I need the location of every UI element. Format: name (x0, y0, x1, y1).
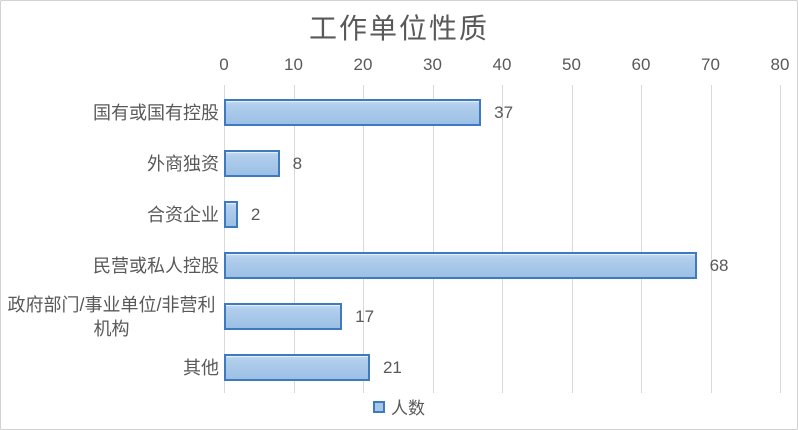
gridline (363, 85, 364, 393)
gridline (293, 85, 295, 393)
chart-title: 工作单位性质 (308, 13, 489, 44)
axis-tick-label: 20 (353, 55, 373, 74)
axis-tick-label: 30 (423, 55, 442, 74)
gridline (571, 85, 573, 393)
gridline (224, 85, 225, 393)
gridline (780, 85, 781, 393)
legend: 人数 (1, 394, 797, 419)
bar-value-label: 21 (382, 357, 402, 377)
category-label-text: 政府部门/事业单位/非营利机构 (7, 294, 216, 339)
legend-label: 人数 (391, 399, 425, 418)
axis-tick-label: 40 (492, 55, 512, 74)
category-label: 民营或私人控股 (1, 240, 219, 292)
bar-value-label: 8 (292, 153, 303, 173)
bar (224, 252, 697, 279)
axis-tick-label: 0 (219, 55, 229, 74)
axis-tick-label: 60 (631, 55, 651, 74)
bar-value-label: 2 (250, 204, 261, 224)
category-label-text: 外商独资 (147, 153, 219, 174)
axis-tick-label: 70 (701, 55, 720, 74)
category-label: 合资企业 (1, 189, 219, 241)
bar (224, 201, 238, 228)
bar (224, 354, 370, 381)
gridline (710, 85, 712, 393)
category-label: 外商独资 (1, 138, 219, 190)
bar-value-label: 37 (494, 102, 514, 122)
gridline (641, 85, 642, 393)
axis-tick-label: 80 (770, 55, 790, 74)
category-label-text: 民营或私人控股 (93, 255, 219, 276)
category-label: 政府部门/事业单位/非营利机构 (1, 291, 219, 343)
bar (224, 303, 343, 330)
category-label-text: 其他 (183, 357, 219, 378)
legend-swatch (373, 400, 385, 413)
bar-value-label: 68 (709, 255, 729, 275)
bar (224, 99, 482, 126)
bar (224, 150, 280, 177)
category-label-text: 国有或国有控股 (93, 102, 219, 123)
category-label: 其他 (1, 342, 219, 394)
gridline (432, 85, 434, 393)
category-label-text: 合资企业 (147, 204, 219, 225)
bar-value-label: 17 (355, 306, 375, 326)
axis-tick-label: 10 (284, 55, 303, 74)
category-label: 国有或国有控股 (1, 87, 219, 139)
axis-tick-label: 50 (562, 55, 581, 74)
gridline (502, 85, 503, 393)
